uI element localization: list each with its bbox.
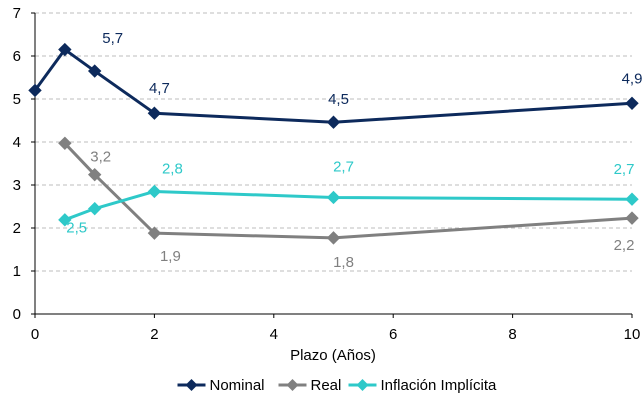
x-tick-label: 6: [389, 326, 397, 343]
y-tick-label: 3: [13, 177, 21, 194]
data-point: [147, 106, 162, 120]
data-label: 4,7: [149, 80, 170, 97]
legend-marker: [356, 379, 369, 391]
y-tick-label: 1: [13, 263, 21, 280]
data-point: [326, 190, 341, 205]
data-point: [147, 184, 162, 199]
data-point: [87, 64, 102, 78]
x-tick-label: 10: [624, 326, 641, 343]
legend-label: Nominal: [210, 377, 265, 394]
data-point: [87, 201, 102, 216]
legend-item: Real: [278, 377, 342, 394]
legend-item: Inflación Implícita: [348, 377, 498, 394]
y-tick-label: 0: [13, 306, 21, 323]
data-point: [58, 42, 72, 57]
y-tick-label: 2: [13, 220, 21, 237]
series-nominal: [28, 42, 639, 129]
legend-label: Inflación Implícita: [381, 377, 498, 394]
data-point: [625, 96, 639, 111]
x-tick-label: 2: [150, 326, 158, 343]
data-point: [625, 192, 639, 206]
y-tick-label: 4: [13, 134, 21, 151]
legend-marker: [185, 379, 198, 391]
legend-marker: [286, 379, 299, 391]
data-label: 2,2: [614, 237, 635, 254]
grid: [35, 12, 632, 272]
data-point: [326, 231, 341, 245]
data-point: [28, 83, 42, 98]
legend-item: Nominal: [177, 377, 265, 394]
series-real: [58, 136, 639, 245]
series-inflaci-n-impl-cita: [58, 184, 639, 227]
data-label: 2,8: [162, 160, 183, 177]
y-tick-label: 7: [13, 5, 21, 22]
data-point: [326, 115, 341, 129]
x-tick-label: 0: [31, 326, 39, 343]
data-label: 1,8: [333, 254, 354, 271]
y-tick-label: 5: [13, 91, 21, 108]
data-label: 5,7: [102, 30, 123, 47]
y-tick-label: 6: [13, 48, 21, 65]
data-point: [625, 211, 639, 225]
data-label: 2,5: [66, 220, 87, 237]
data-label: 1,9: [160, 248, 181, 265]
series-layer: [28, 42, 639, 245]
data-labels: 5,7 4,7 4,5 4,9 3,2 1,9 1,8 2,2 2,5 2,8 2,7 2,7: [66, 30, 642, 271]
data-label: 2,7: [333, 158, 354, 175]
tick-labels: 0 1 2 3 4 5 6 7 0 2 4 6 8 10: [13, 5, 641, 343]
data-label: 2,7: [614, 161, 635, 178]
x-axis-title: Plazo (Años): [290, 347, 376, 364]
data-label: 4,9: [622, 70, 643, 87]
data-point: [87, 167, 102, 182]
x-tick-label: 4: [270, 326, 278, 343]
series-line: [64, 189, 633, 222]
series-line: [33, 48, 633, 124]
data-label: 4,5: [328, 91, 349, 108]
data-point: [147, 226, 162, 240]
axes: [31, 12, 633, 318]
data-label: 3,2: [90, 149, 111, 166]
x-tick-label: 8: [508, 326, 516, 343]
legend: Nominal Real Inflación Implícita: [177, 377, 498, 394]
data-point: [58, 136, 72, 150]
legend-label: Real: [311, 377, 342, 394]
data-point: [58, 213, 72, 227]
